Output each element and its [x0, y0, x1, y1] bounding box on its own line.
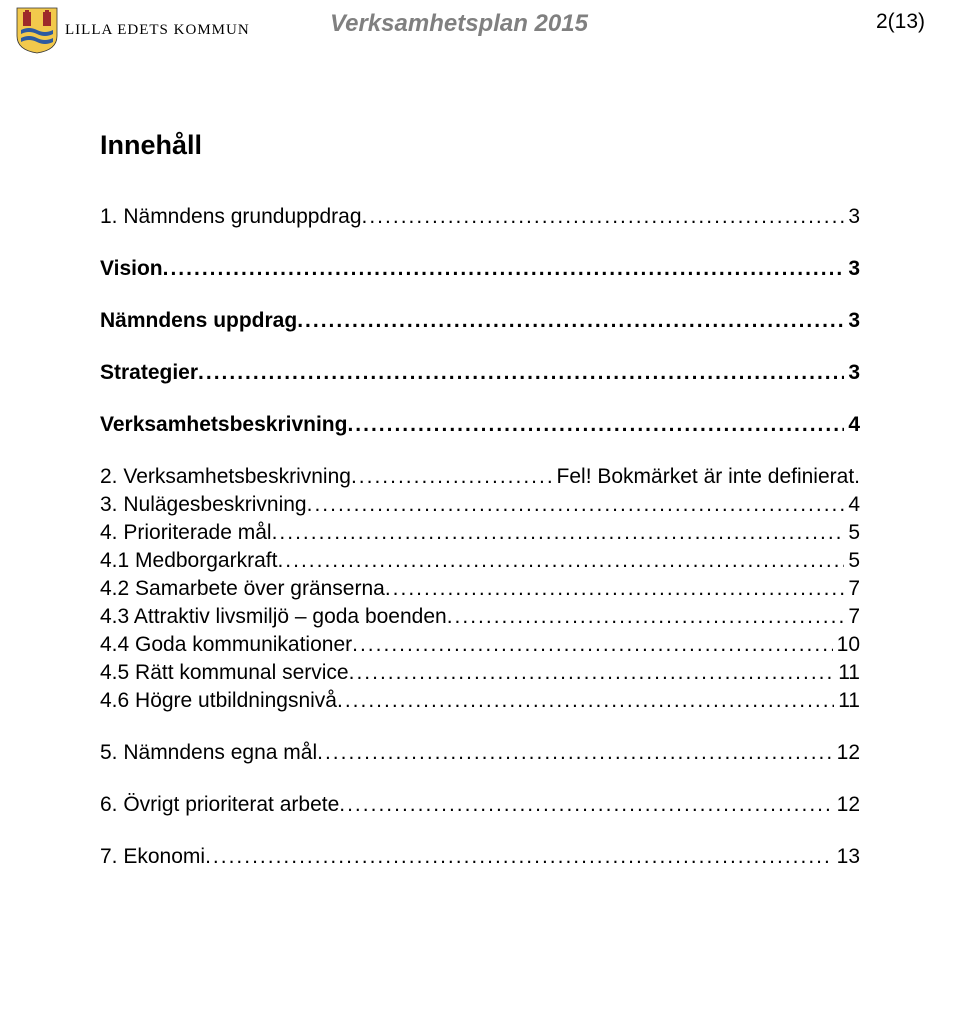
municipality-logo: LILLA EDETS KOMMUN: [15, 5, 265, 55]
toc-leader: [277, 549, 844, 573]
toc-entry: 7. Ekonomi 13: [100, 845, 860, 869]
toc-entry-label: 4.6 Högre utbildningsnivå: [100, 689, 337, 713]
toc-leader: [163, 257, 845, 281]
toc-entry: 4.1 Medborgarkraft 5: [100, 549, 860, 573]
toc-entry-page: 4: [844, 413, 860, 437]
toc-entry: 3. Nulägesbeskrivning 4: [100, 493, 860, 517]
toc-entry-page: 7: [844, 605, 860, 629]
toc-entry: 2. Verksamhetsbeskrivning Fel! Bokmärket…: [100, 465, 860, 489]
toc-entry-label: 4.4 Goda kommunikationer: [100, 633, 352, 657]
toc-entry: 4.6 Högre utbildningsnivå 11: [100, 689, 860, 713]
crest-icon: [15, 6, 59, 54]
toc-leader: [297, 309, 844, 333]
toc-list: 1. Nämndens grunduppdrag 3Vision 3Nämnde…: [100, 205, 860, 869]
toc-entry: 4.3 Attraktiv livsmiljö – goda boenden 7: [100, 605, 860, 629]
logo-text: LILLA EDETS KOMMUN: [65, 22, 250, 39]
toc-entry: Strategier 3: [100, 361, 860, 385]
toc-entry-page: 11: [834, 689, 860, 713]
toc-entry-page: 4: [844, 493, 860, 517]
toc-entry: 4.4 Goda kommunikationer 10: [100, 633, 860, 657]
toc-heading: Innehåll: [100, 130, 860, 161]
toc-entry-page: Fel! Bokmärket är inte definierat.: [553, 465, 860, 489]
toc-entry-label: 3. Nulägesbeskrivning: [100, 493, 307, 517]
toc-leader: [198, 361, 844, 385]
toc-leader: [352, 633, 833, 657]
toc-entry-page: 5: [844, 549, 860, 573]
toc-entry-page: 12: [833, 793, 860, 817]
toc-entry: Verksamhetsbeskrivning 4: [100, 413, 860, 437]
toc-leader: [447, 605, 845, 629]
toc-entry-label: 7. Ekonomi: [100, 845, 205, 869]
toc-entry-page: 3: [844, 309, 860, 333]
toc-entry: Nämndens uppdrag 3: [100, 309, 860, 333]
toc-entry-page: 10: [833, 633, 860, 657]
toc-entry: 1. Nämndens grunduppdrag 3: [100, 205, 860, 229]
toc-entry: 5. Nämndens egna mål 12: [100, 741, 860, 765]
toc-leader: [385, 577, 844, 601]
toc-entry-page: 12: [833, 741, 860, 765]
toc-entry-label: 1. Nämndens grunduppdrag: [100, 205, 362, 229]
toc-leader: [347, 413, 844, 437]
toc-entry-label: 6. Övrigt prioriterat arbete: [100, 793, 339, 817]
toc-entry-page: 11: [834, 661, 860, 685]
toc-entry: 4.2 Samarbete över gränserna 7: [100, 577, 860, 601]
toc-entry-label: 5. Nämndens egna mål: [100, 741, 317, 765]
toc-entry-label: 4. Prioriterade mål: [100, 521, 272, 545]
page-indicator: 2(13): [876, 10, 925, 34]
toc-entry-label: Strategier: [100, 361, 198, 385]
toc-leader: [351, 465, 553, 489]
toc-entry-page: 3: [844, 205, 860, 229]
toc-leader: [307, 493, 845, 517]
toc-entry-page: 13: [833, 845, 860, 869]
toc-entry-label: Vision: [100, 257, 163, 281]
toc-entry-label: 4.1 Medborgarkraft: [100, 549, 277, 573]
toc-entry: Vision 3: [100, 257, 860, 281]
page-header: LILLA EDETS KOMMUN Verksamhetsplan 2015 …: [0, 0, 960, 70]
toc-entry-page: 7: [844, 577, 860, 601]
toc-leader: [205, 845, 833, 869]
toc-leader: [362, 205, 845, 229]
toc-entry-page: 3: [844, 361, 860, 385]
toc-entry-label: Nämndens uppdrag: [100, 309, 297, 333]
toc-leader: [349, 661, 835, 685]
toc-entry: 4.5 Rätt kommunal service 11: [100, 661, 860, 685]
toc-leader: [339, 793, 832, 817]
toc-entry-label: 2. Verksamhetsbeskrivning: [100, 465, 351, 489]
toc-entry: 6. Övrigt prioriterat arbete 12: [100, 793, 860, 817]
toc-entry-page: 3: [844, 257, 860, 281]
toc-entry-label: 4.3 Attraktiv livsmiljö – goda boenden: [100, 605, 447, 629]
toc-entry: 4. Prioriterade mål 5: [100, 521, 860, 545]
toc-entry-label: 4.2 Samarbete över gränserna: [100, 577, 385, 601]
toc-entry-label: Verksamhetsbeskrivning: [100, 413, 347, 437]
document-title: Verksamhetsplan 2015: [330, 10, 588, 38]
toc-container: Innehåll 1. Nämndens grunduppdrag 3Visio…: [100, 130, 860, 873]
toc-leader: [272, 521, 845, 545]
toc-entry-page: 5: [844, 521, 860, 545]
toc-entry-label: 4.5 Rätt kommunal service: [100, 661, 349, 685]
toc-leader: [317, 741, 833, 765]
toc-leader: [337, 689, 834, 713]
